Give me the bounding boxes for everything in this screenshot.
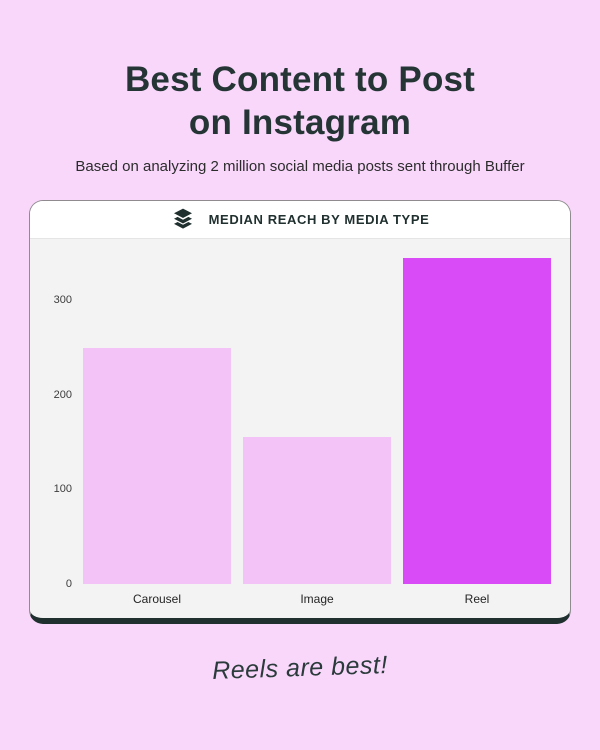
y-axis: 0 100 200 300 — [30, 239, 72, 590]
y-axis-tick-200: 200 — [53, 388, 72, 401]
chart-card-header: MEDIAN REACH BY MEDIA TYPE — [30, 200, 570, 239]
bar-image — [243, 436, 391, 584]
x-axis-label-image: Image — [300, 591, 334, 606]
x-axis-label-carousel: Carousel — [132, 591, 182, 606]
bar-chart: 0 100 200 300 Carousel Image Reel — [30, 239, 570, 617]
bar-reel — [403, 257, 551, 584]
page-title-line2: on Instagram — [188, 103, 412, 143]
page-subtitle: Based on analyzing 2 million social medi… — [75, 157, 525, 175]
infographic: Best Content to Post on Instagram Based … — [0, 0, 600, 685]
bar-carousel — [83, 347, 231, 584]
handwritten-note: Reels are best! — [211, 650, 389, 685]
chart-card: MEDIAN REACH BY MEDIA TYPE 0 100 200 300 Ca… — [29, 199, 571, 624]
y-axis-tick-0: 0 — [65, 577, 72, 590]
x-axis: Carousel Image Reel — [83, 592, 551, 606]
chart-title: MEDIAN REACH BY MEDIA TYPE — [208, 211, 430, 227]
buffer-logo-icon — [171, 207, 195, 231]
x-axis-label-reel: Reel — [464, 591, 490, 606]
plot-area — [83, 239, 551, 584]
page-title-line1: Best Content to Post — [124, 60, 476, 99]
page-title: Best Content to Post on Instagram — [0, 0, 600, 145]
y-axis-tick-100: 100 — [53, 482, 72, 495]
y-axis-tick-300: 300 — [53, 293, 72, 306]
